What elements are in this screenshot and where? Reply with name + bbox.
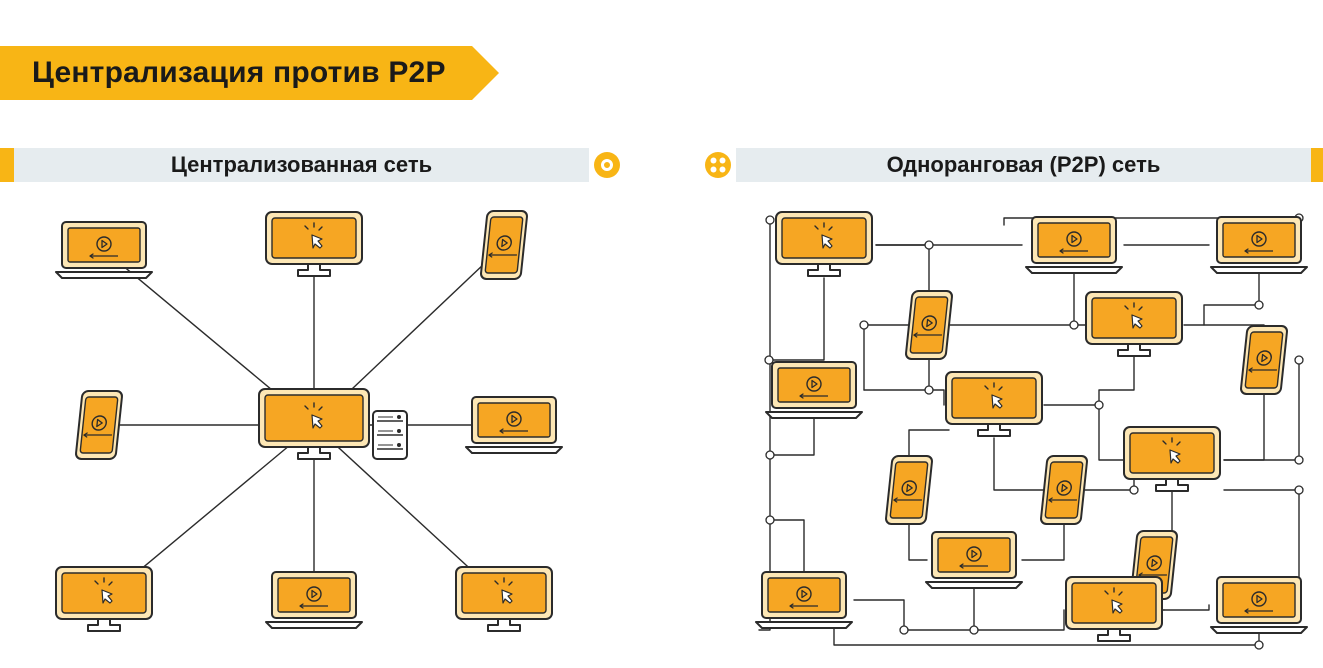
single-dot-icon [593, 151, 621, 179]
laptop-icon [266, 572, 362, 628]
phone-icon [905, 291, 952, 359]
laptop-icon [1211, 217, 1307, 273]
banner-stripe [0, 46, 14, 100]
monitor-icon [776, 212, 872, 276]
monitor_server-icon [259, 389, 407, 459]
phone-icon [1040, 456, 1087, 524]
subhead-edge [0, 148, 14, 182]
monitor-icon [456, 567, 552, 631]
network-svg [704, 190, 1314, 660]
page-title: Централизация против P2P [32, 56, 446, 90]
monitor-icon [266, 212, 362, 276]
laptop-icon [56, 222, 152, 278]
phone-icon [1240, 326, 1287, 394]
subhead-centralized: Централизованная сеть [0, 148, 625, 182]
subhead-bar: Централизованная сеть [14, 148, 589, 182]
title-banner: Централизация против P2P [0, 46, 472, 100]
diagram-p2p [704, 190, 1314, 660]
laptop-icon [466, 397, 562, 453]
page-root: Централизация против P2P Централизованна… [0, 0, 1323, 668]
phone-icon [885, 456, 932, 524]
network-svg [14, 190, 624, 660]
four-dots-icon [704, 151, 732, 179]
laptop-icon [1211, 577, 1307, 633]
laptop-icon [766, 362, 862, 418]
subhead-bar: Одноранговая (P2P) сеть [736, 148, 1311, 182]
diagram-centralized [14, 190, 624, 660]
phone-icon [75, 391, 122, 459]
monitor-icon [1066, 577, 1162, 641]
subhead-title: Централизованная сеть [171, 152, 432, 178]
banner-body: Централизация против P2P [14, 46, 472, 100]
laptop-icon [1026, 217, 1122, 273]
monitor-icon [1086, 292, 1182, 356]
monitor-icon [1124, 427, 1220, 491]
subhead-p2p: Одноранговая (P2P) сеть [700, 148, 1323, 182]
nodes [756, 212, 1307, 641]
subhead-edge [1311, 148, 1323, 182]
monitor-icon [946, 372, 1042, 436]
monitor-icon [56, 567, 152, 631]
phone-icon [480, 211, 527, 279]
laptop-icon [926, 532, 1022, 588]
nodes [56, 211, 562, 631]
subhead-title: Одноранговая (P2P) сеть [887, 152, 1161, 178]
